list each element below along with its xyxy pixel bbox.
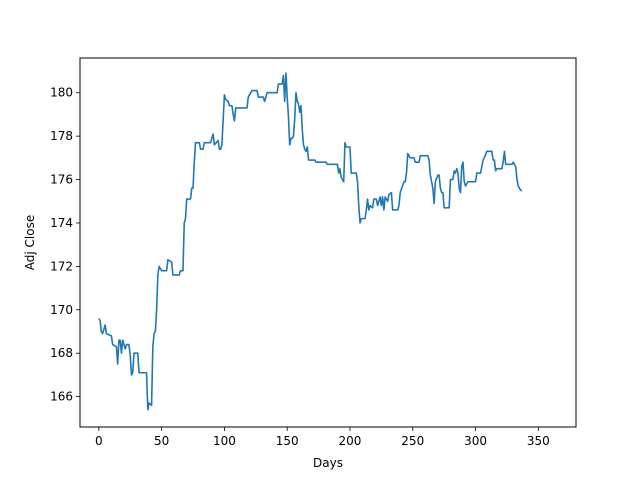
y-tick-label: 180 — [50, 86, 73, 100]
x-tick-label: 50 — [154, 434, 169, 448]
y-tick-label: 168 — [50, 346, 73, 360]
y-tick-label: 170 — [50, 303, 73, 317]
x-tick-label: 250 — [401, 434, 424, 448]
y-axis-label: Adj Close — [23, 215, 37, 270]
x-axis-label: Days — [313, 456, 343, 470]
x-tick-label: 300 — [464, 434, 487, 448]
x-tick-label: 100 — [213, 434, 236, 448]
axis-ticks: 0 50 100 150 200 250 300 350 166 168 170 172 174 176 1… — [50, 86, 550, 448]
x-tick-label: 0 — [95, 434, 103, 448]
series-line — [98, 72, 523, 411]
y-tick-label: 174 — [50, 216, 73, 230]
axes-frame — [79, 57, 577, 428]
x-tick-label: 350 — [527, 434, 550, 448]
y-tick-label: 178 — [50, 129, 73, 143]
plot-area — [98, 72, 523, 411]
x-tick-label: 150 — [276, 434, 299, 448]
y-tick-label: 166 — [50, 390, 73, 404]
x-tick-label: 200 — [339, 434, 362, 448]
y-tick-label: 172 — [50, 259, 73, 273]
y-tick-label: 176 — [50, 173, 73, 187]
